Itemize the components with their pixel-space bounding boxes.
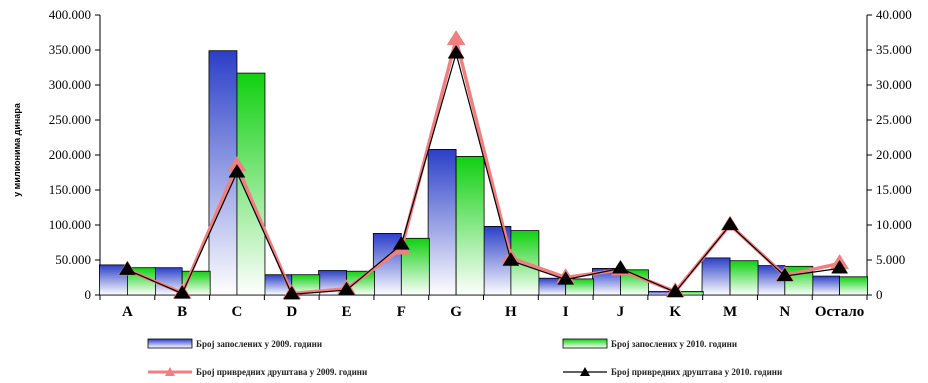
legend-swatch [562,338,608,349]
legend-marker [580,367,590,376]
legend-label: Број запослених у 2010. години [611,339,737,349]
y2-tick-label: 25.000 [876,112,912,127]
marker-companies-2010 [118,261,136,275]
marker-companies-2010 [173,285,191,299]
legend-item: Број привредних друштава у 2010. години [563,367,782,377]
marker-companies-2010 [831,259,849,274]
legend-item: Број привредних друштава у 2009. години [148,367,367,377]
marker-companies-2010 [228,164,246,178]
x-tick-label: B [177,304,187,320]
marker-companies-2010 [721,216,739,231]
y2-tick-label: 40.000 [876,7,912,22]
x-tick-label: K [669,304,681,320]
marker-companies-2010 [283,285,301,300]
y-tick-label: 400.000 [49,7,91,22]
x-tick-label: A [122,304,133,320]
x-tick-label: N [779,304,790,320]
plot-area: 0 50.000 100.000 150.000 200.000 250.000 300.0… [49,7,912,320]
y-axis-label: у милионима динара [12,102,22,197]
legend-label: Број запослених у 2009. години [196,339,322,349]
y2-tick-label: 5.000 [876,252,905,267]
x-tick-label: C [232,304,243,320]
x-tick-label: I [563,304,569,320]
bar-2010 [729,260,759,296]
marker-companies-2010 [502,252,520,266]
marker-companies-2010 [557,271,575,285]
legend-marker [165,367,175,376]
legend-item: Број запослених у 2009. години [147,338,322,349]
bar-2010 [236,72,266,296]
y2-tick-label: 20.000 [876,147,912,162]
x-tick-label: J [617,304,625,320]
legend: Број запослених у 2009. години Број запос… [147,338,782,377]
y2-tick-label: 10.000 [876,217,912,232]
marker-companies-2010 [612,259,629,274]
y2-tick-label: 15.000 [876,182,912,197]
y-tick-label: 150.000 [49,182,91,197]
x-tick-label: H [505,304,517,320]
x-tick-label: F [397,304,406,320]
bar-2009 [811,275,841,296]
y-tick-label: 200.000 [49,147,91,162]
legend-swatch [147,338,193,349]
y-tick-label: 250.000 [49,112,91,127]
x-tick-label: Остало [815,304,864,320]
marker-companies-2010 [392,236,410,250]
x-tick-label: D [286,304,297,320]
marker-companies-2010 [776,267,794,282]
y-tick-label: 300.000 [49,77,91,92]
y-tick-label: 350.000 [49,42,91,57]
legend-label: Број привредних друштава у 2009. години [196,367,367,377]
y2-tick-label: 0 [876,287,883,302]
legend-item: Број запослених у 2010. години [562,338,737,349]
y2-tick-label: 35.000 [876,42,912,57]
y-tick-label: 0 [85,287,92,302]
x-tick-label: M [723,304,737,320]
marker-companies-2009 [446,30,466,46]
bar-2009 [427,148,457,296]
y-tick-label: 100.000 [49,217,91,232]
y-tick-label: 50.000 [55,252,91,267]
line-companies-2010 [127,51,840,295]
bar-2010 [839,276,869,296]
marker-companies-2010 [338,281,355,296]
marker-companies-2010 [666,283,684,298]
marker-companies-2010 [447,45,465,59]
legend-label: Број привредних друштава у 2010. години [611,367,782,377]
x-tick-label: G [450,304,462,320]
bar-2009 [701,257,731,296]
y2-tick-label: 30.000 [876,77,912,92]
x-tick-label: E [342,304,352,320]
bar-2010 [455,155,485,296]
